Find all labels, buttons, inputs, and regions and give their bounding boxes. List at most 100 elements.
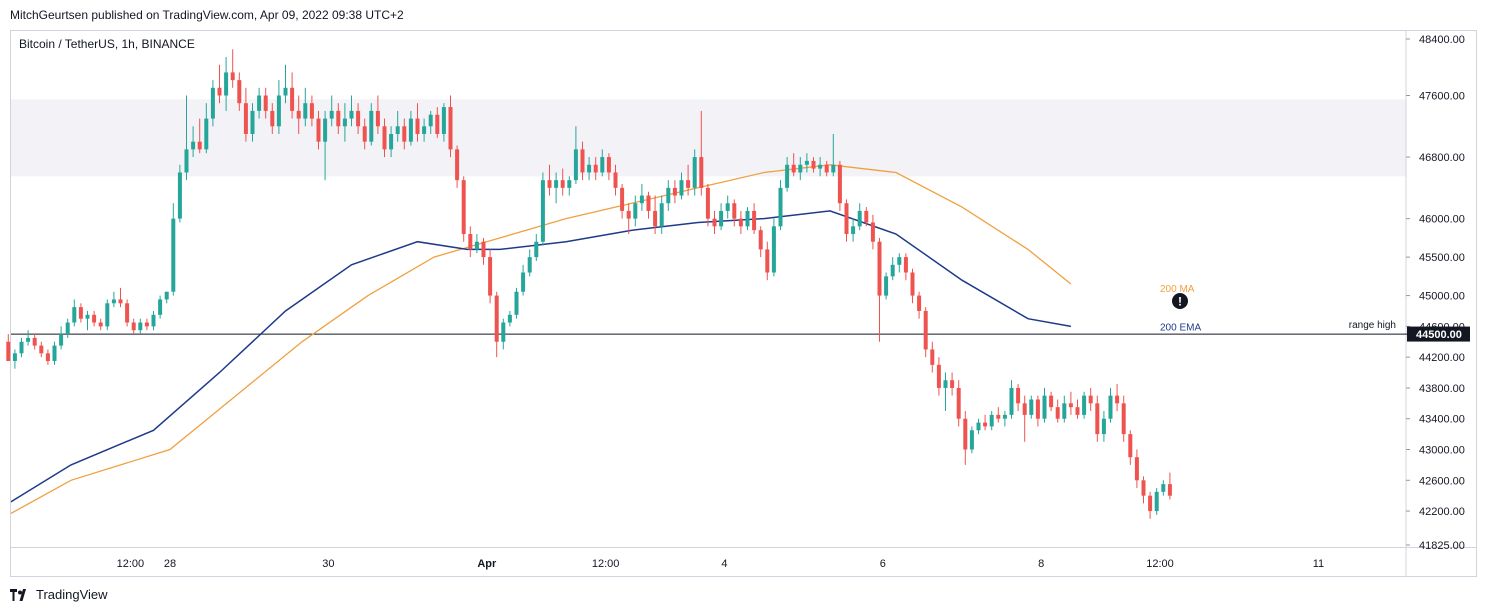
candle-body (468, 234, 473, 250)
candle-body (587, 164, 592, 173)
x-tick-label: 28 (164, 558, 176, 570)
candle-body (237, 80, 242, 104)
candle-body (884, 276, 889, 296)
candle-body (455, 149, 460, 181)
candle-body (1042, 395, 1047, 419)
candle-body (131, 322, 136, 331)
candle-body (554, 180, 559, 188)
candle-body (118, 299, 123, 304)
candle-body (92, 314, 97, 323)
candle-body (785, 164, 790, 188)
candle-body (59, 334, 64, 346)
candle-body (593, 164, 598, 173)
candle-body (1141, 480, 1146, 496)
candle-body (197, 141, 202, 150)
candle-body (580, 149, 585, 173)
candle-body (540, 180, 545, 242)
symbol-title: Bitcoin / TetherUS, 1h, BINANCE (19, 37, 195, 51)
candle-body (712, 218, 717, 227)
candle-body (336, 110, 341, 127)
candle-body (138, 322, 143, 331)
brand-name: TradingView (36, 587, 108, 602)
candle-body (362, 126, 367, 142)
x-tick-label: 12:00 (592, 558, 620, 570)
candle-body (1016, 387, 1021, 404)
candle-body (210, 87, 215, 119)
candle-body (32, 337, 37, 346)
candle-body (78, 307, 83, 319)
chart-frame (10, 30, 1477, 577)
candle-body (798, 164, 803, 173)
x-tick-label: 12:00 (1146, 558, 1174, 570)
candle-body (1095, 403, 1100, 435)
candle-body (276, 95, 281, 127)
candle-body (1009, 387, 1014, 415)
candle-body (164, 291, 169, 300)
candle-body (428, 114, 433, 127)
x-tick-label: 4 (721, 558, 727, 570)
candle-body (85, 314, 90, 319)
candle-body (626, 210, 631, 219)
candle-body (191, 141, 196, 150)
candle-body (230, 72, 235, 81)
candle-body (659, 203, 664, 227)
svg-text:!: ! (1178, 295, 1182, 309)
candle-body (910, 272, 915, 296)
y-tick-label: 43000.00 (1419, 445, 1465, 457)
candle-body (983, 422, 988, 427)
candle-body (851, 226, 856, 235)
candle-body (963, 418, 968, 450)
candle-body (514, 291, 519, 315)
candle-body (177, 172, 182, 219)
candle-body (653, 210, 658, 227)
y-tick-label: 48400.00 (1419, 34, 1465, 46)
candle-body (560, 180, 565, 188)
candle-body (969, 430, 974, 450)
tradingview-brand[interactable]: TradingView (10, 587, 108, 602)
candle-body (415, 118, 420, 134)
candle-body (1049, 395, 1054, 408)
x-tick-label: 6 (880, 558, 886, 570)
candle-body (1062, 403, 1067, 419)
candle-body (705, 187, 710, 219)
exclamation-alert-icon[interactable]: ! (1172, 293, 1188, 309)
candle-body (296, 110, 301, 119)
candle-body (474, 241, 479, 250)
candle-body (125, 303, 130, 323)
candle-body (6, 341, 11, 361)
candle-body (521, 272, 526, 292)
candle-body (290, 87, 295, 111)
candle-body (778, 187, 783, 227)
candle-body (1101, 418, 1106, 435)
candle-body (72, 307, 77, 323)
candle-body (679, 180, 684, 196)
candle-body (666, 187, 671, 204)
candle-body (39, 345, 44, 354)
y-tick-label: 42600.00 (1419, 475, 1465, 487)
candle-body (956, 387, 961, 419)
candle-body (791, 164, 796, 173)
candle-body (19, 341, 24, 354)
candle-body (837, 164, 842, 204)
candle-body (309, 103, 314, 119)
candle-body (646, 195, 651, 211)
candle-body (943, 380, 948, 388)
ema-200-label: 200 EMA (1160, 322, 1201, 333)
candle-body (765, 249, 770, 273)
candle-body (1148, 495, 1153, 512)
candle-body (435, 114, 440, 134)
candle-body (989, 414, 994, 427)
candle-body (699, 157, 704, 188)
candle-body (857, 210, 862, 227)
x-tick-label: 12:00 (117, 558, 145, 570)
candle-body (389, 133, 394, 150)
y-tick-label: 43800.00 (1419, 383, 1465, 395)
candle-body (283, 87, 288, 96)
candle-body (461, 180, 466, 235)
candle-body (606, 157, 611, 173)
candle-body (864, 210, 869, 223)
x-tick-label: 30 (322, 558, 334, 570)
candle-body (976, 422, 981, 431)
y-tick-label: 47600.00 (1419, 91, 1465, 103)
